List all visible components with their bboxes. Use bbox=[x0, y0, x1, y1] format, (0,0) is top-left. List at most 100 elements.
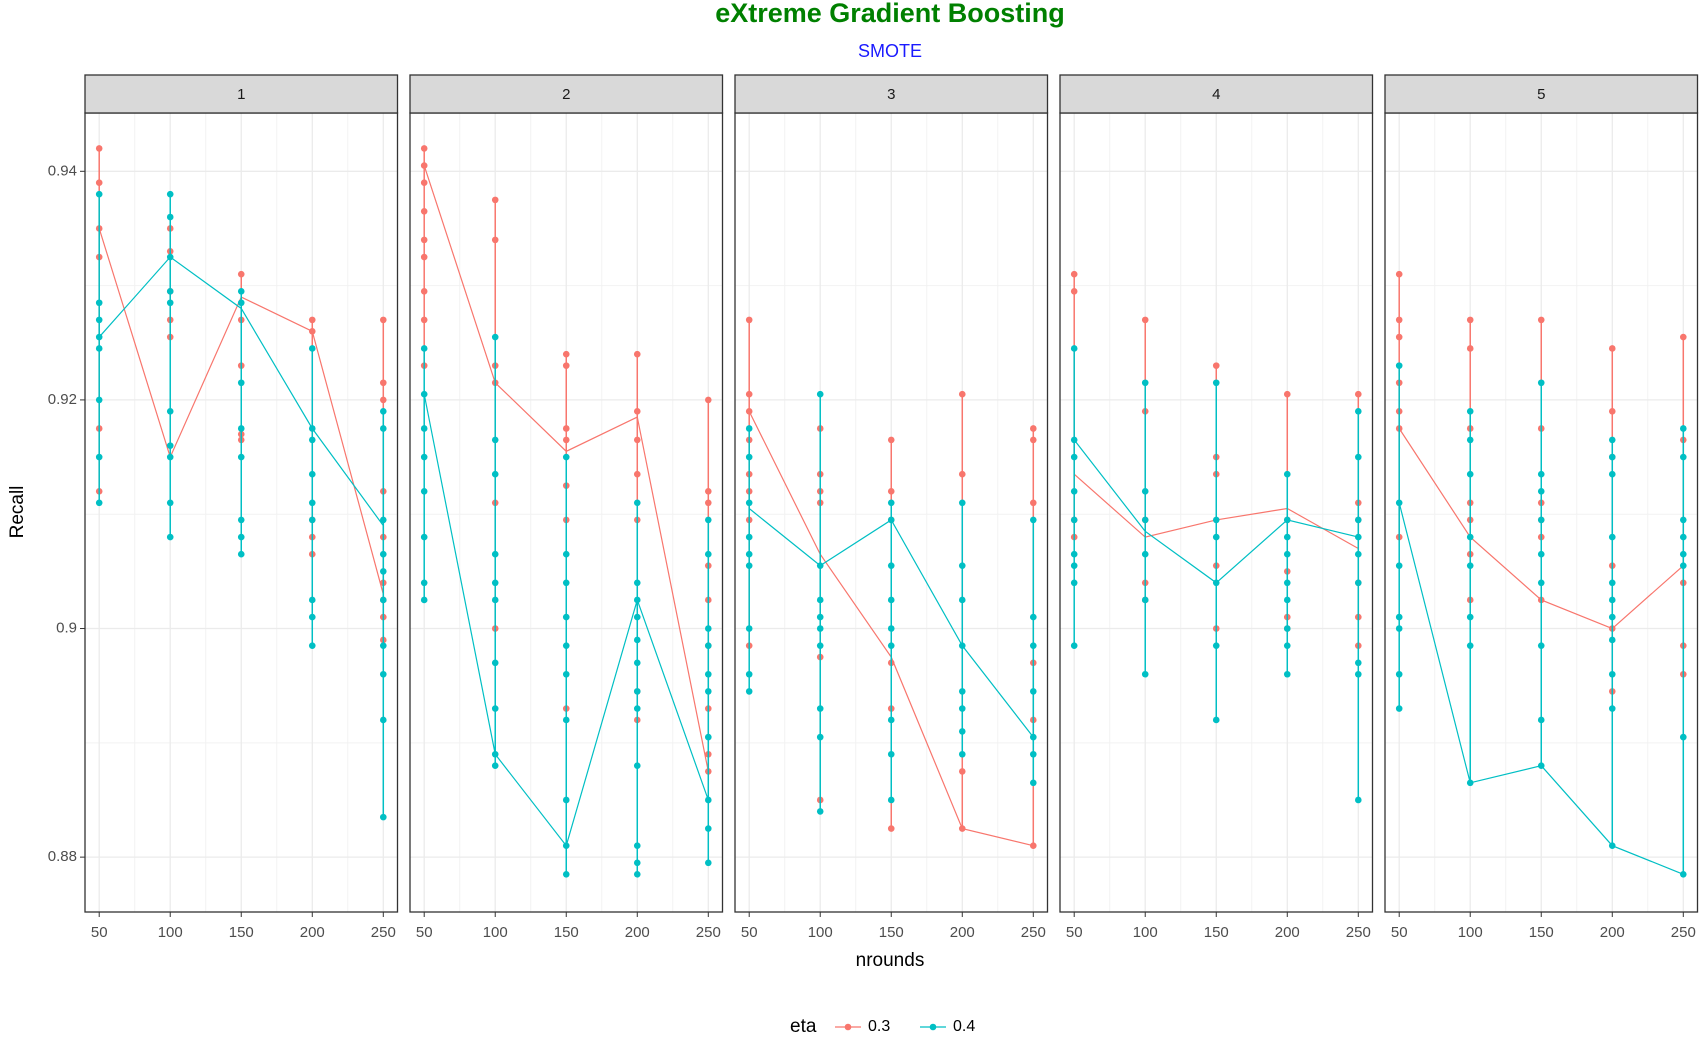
point bbox=[562, 613, 570, 621]
point bbox=[308, 316, 316, 324]
point bbox=[887, 825, 895, 832]
point bbox=[491, 579, 499, 587]
point bbox=[1537, 316, 1545, 324]
point bbox=[1029, 688, 1037, 695]
point bbox=[95, 499, 103, 507]
point bbox=[1283, 596, 1291, 604]
point bbox=[958, 642, 966, 649]
point bbox=[704, 670, 712, 678]
point bbox=[1608, 579, 1616, 587]
point bbox=[95, 453, 103, 461]
point bbox=[308, 470, 316, 478]
point bbox=[166, 288, 174, 295]
x-tick-label: 200 bbox=[1275, 924, 1300, 941]
point bbox=[745, 499, 753, 507]
point bbox=[1608, 596, 1616, 604]
point bbox=[420, 425, 428, 432]
point bbox=[958, 596, 966, 604]
point bbox=[379, 516, 387, 524]
point bbox=[1070, 579, 1078, 587]
point bbox=[1070, 436, 1078, 444]
strip bbox=[409, 74, 724, 114]
point bbox=[1212, 642, 1220, 649]
point bbox=[491, 196, 499, 204]
point bbox=[1354, 453, 1362, 461]
point bbox=[420, 253, 428, 261]
point bbox=[1395, 562, 1403, 569]
point bbox=[1466, 642, 1474, 649]
point bbox=[237, 453, 245, 461]
point bbox=[237, 288, 245, 295]
point bbox=[379, 642, 387, 649]
point bbox=[1283, 642, 1291, 649]
y-tick-label: 0.9 bbox=[56, 619, 77, 636]
point bbox=[816, 562, 824, 569]
point bbox=[633, 408, 641, 415]
x-tick-label: 150 bbox=[554, 924, 579, 941]
point bbox=[491, 470, 499, 478]
point bbox=[1029, 642, 1037, 649]
point bbox=[1466, 408, 1474, 415]
point bbox=[379, 670, 387, 678]
x-tick-label: 200 bbox=[950, 924, 975, 941]
point bbox=[816, 596, 824, 604]
x-tick-label: 100 bbox=[158, 924, 183, 941]
point bbox=[95, 299, 103, 307]
point bbox=[704, 488, 712, 495]
strip bbox=[1384, 74, 1699, 114]
point bbox=[1466, 533, 1474, 541]
point bbox=[308, 516, 316, 524]
point bbox=[745, 688, 753, 695]
point bbox=[1070, 453, 1078, 461]
point bbox=[633, 870, 641, 878]
point bbox=[745, 533, 753, 541]
point bbox=[562, 796, 570, 804]
chart-title: eXtreme Gradient Boosting bbox=[715, 0, 1065, 28]
x-axis-label: nrounds bbox=[856, 950, 925, 971]
point bbox=[420, 145, 428, 152]
point bbox=[704, 642, 712, 649]
x-tick-label: 150 bbox=[229, 924, 254, 941]
point bbox=[491, 659, 499, 667]
point bbox=[745, 425, 753, 432]
point bbox=[166, 453, 174, 461]
point bbox=[633, 613, 641, 621]
point bbox=[1141, 550, 1149, 558]
point bbox=[1537, 379, 1545, 387]
point bbox=[420, 208, 428, 215]
point bbox=[958, 825, 966, 832]
point bbox=[1283, 516, 1291, 524]
point bbox=[420, 453, 428, 461]
point bbox=[237, 270, 245, 278]
point bbox=[1029, 750, 1037, 758]
point bbox=[1283, 470, 1291, 478]
point bbox=[1679, 733, 1687, 741]
point bbox=[1283, 390, 1291, 398]
point bbox=[308, 425, 316, 432]
point bbox=[562, 716, 570, 724]
point bbox=[1608, 453, 1616, 461]
point bbox=[633, 596, 641, 604]
point bbox=[491, 333, 499, 341]
x-tick-label: 150 bbox=[1204, 924, 1229, 941]
point bbox=[1354, 670, 1362, 678]
legend-key-point bbox=[844, 1023, 852, 1031]
point bbox=[745, 550, 753, 558]
point bbox=[379, 379, 387, 387]
point bbox=[1354, 390, 1362, 398]
point bbox=[166, 190, 174, 198]
point bbox=[1679, 533, 1687, 541]
point bbox=[887, 796, 895, 804]
point bbox=[379, 316, 387, 324]
point bbox=[1537, 642, 1545, 649]
point bbox=[166, 408, 174, 415]
strip-label: 1 bbox=[237, 86, 245, 103]
point bbox=[816, 705, 824, 712]
point bbox=[379, 716, 387, 724]
point bbox=[1679, 870, 1687, 878]
strip-label: 5 bbox=[1537, 86, 1545, 103]
point bbox=[308, 328, 316, 335]
point bbox=[958, 728, 966, 735]
point bbox=[1141, 316, 1149, 324]
